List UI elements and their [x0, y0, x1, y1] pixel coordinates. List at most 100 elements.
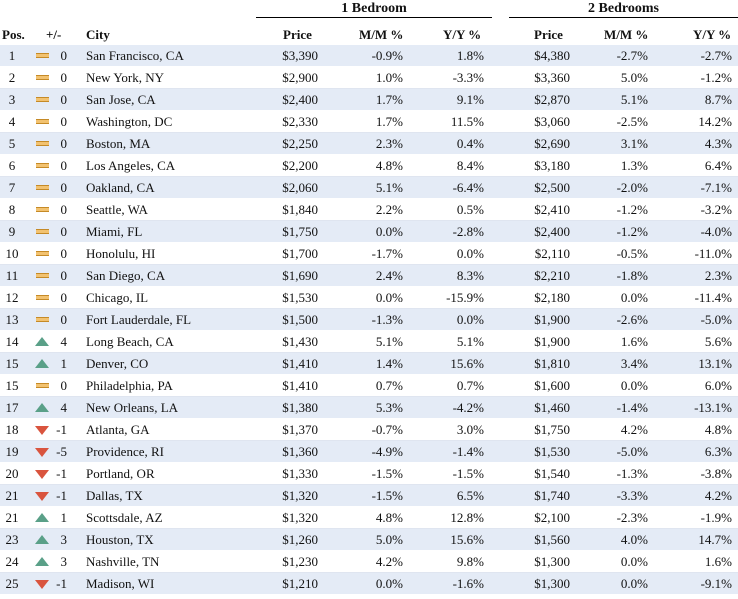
rank-cell: 7: [8, 180, 16, 195]
two-bed-mm-cell: -2.5%: [616, 114, 648, 129]
pos-column-header: Pos.: [2, 27, 25, 42]
one-bed-price-cell: $3,390: [282, 48, 318, 63]
rank-down-icon-shape: [35, 492, 49, 501]
rank-cell: 6: [8, 158, 16, 173]
rank-up-icon: [35, 529, 49, 551]
table-row: 17 4 New Orleans, LA $1,380 5.3% -4.2% $1,460 -…: [0, 397, 738, 419]
one-bed-price-cell: $1,530: [282, 290, 318, 305]
two-bed-yy-cell: 6.0%: [704, 378, 732, 393]
one-bed-yy-cell: 12.8%: [450, 510, 484, 525]
rank-cell: 2: [8, 70, 16, 85]
two-bed-yy-cell: 13.1%: [698, 356, 732, 371]
table-row: 5 0 Boston, MA $2,250 2.3% 0.4% $2,690 3.1% 4.3%: [0, 133, 738, 155]
rank-unchanged-icon: [35, 155, 49, 177]
two-bed-yy-cell: 1.6%: [704, 554, 732, 569]
one-bed-mm-cell: 2.3%: [375, 136, 403, 151]
two-bed-yy-cell: 8.7%: [704, 92, 732, 107]
rank-change-cell: 0: [60, 158, 68, 173]
rank-down-icon: [35, 419, 49, 441]
one-bed-mm-cell: 1.7%: [375, 114, 403, 129]
one-bed-yy-cell: 15.6%: [450, 356, 484, 371]
rank-down-icon-shape: [35, 580, 49, 589]
rank-unchanged-icon-shape: [36, 383, 49, 388]
city-cell: Nashville, TN: [86, 554, 160, 569]
rank-cell: 12: [5, 290, 19, 305]
one-bed-mm-cell: 4.2%: [375, 554, 403, 569]
rank-up-icon: [35, 353, 49, 375]
two-bed-mm-cell: 1.6%: [620, 334, 648, 349]
rank-change-cell: 0: [60, 246, 68, 261]
rank-cell: 1: [8, 48, 16, 63]
rank-change-cell: 4: [60, 400, 68, 415]
rank-cell: 20: [5, 466, 19, 481]
rank-unchanged-icon-shape: [36, 185, 49, 190]
rank-change-cell: 0: [60, 202, 68, 217]
rank-change-cell: 4: [60, 334, 68, 349]
price1-column-header: Price: [283, 27, 312, 42]
one-bed-mm-cell: -1.3%: [371, 312, 403, 327]
table-row: 3 0 San Jose, CA $2,400 1.7% 9.1% $2,870 5.1% 8.…: [0, 89, 738, 111]
one-bed-price-cell: $2,330: [282, 114, 318, 129]
rank-unchanged-icon-shape: [36, 97, 49, 102]
rank-cell: 21: [5, 488, 19, 503]
one-bed-yy-cell: 0.0%: [456, 246, 484, 261]
two-bed-yy-cell: -5.0%: [700, 312, 732, 327]
one-bed-mm-cell: 5.1%: [375, 180, 403, 195]
two-bed-mm-cell: -1.8%: [616, 268, 648, 283]
change-column-header: +/-: [46, 27, 62, 42]
rank-unchanged-icon-shape: [36, 251, 49, 256]
city-cell: Madison, WI: [86, 576, 155, 591]
rank-unchanged-icon: [35, 111, 49, 133]
table-row: 6 0 Los Angeles, CA $2,200 4.8% 8.4% $3,180 1.3…: [0, 155, 738, 177]
rank-up-icon-shape: [35, 513, 49, 522]
two-bed-price-cell: $1,300: [534, 554, 570, 569]
two-bed-yy-cell: 6.4%: [704, 158, 732, 173]
two-bed-price-cell: $1,560: [534, 532, 570, 547]
one-bed-mm-cell: 1.0%: [375, 70, 403, 85]
rank-unchanged-icon: [35, 309, 49, 331]
two-bed-yy-cell: -11.0%: [694, 246, 732, 261]
rank-up-icon: [35, 551, 49, 573]
rank-unchanged-icon-shape: [36, 273, 49, 278]
rank-unchanged-icon: [35, 45, 49, 67]
rank-down-icon-shape: [35, 448, 49, 457]
two-bed-mm-cell: -1.2%: [616, 224, 648, 239]
two-bed-mm-cell: -1.3%: [616, 466, 648, 481]
one-bed-mm-cell: -0.7%: [371, 422, 403, 437]
one-bed-yy-cell: 8.4%: [456, 158, 484, 173]
rank-unchanged-icon: [35, 221, 49, 243]
two-bed-mm-cell: -2.6%: [616, 312, 648, 327]
city-cell: Scottsdale, AZ: [86, 510, 163, 525]
one-bed-yy-cell: 9.1%: [456, 92, 484, 107]
rank-up-icon-shape: [35, 359, 49, 368]
two-bed-price-cell: $2,100: [534, 510, 570, 525]
two-bed-mm-cell: -3.3%: [616, 488, 648, 503]
two-bed-mm-cell: 5.1%: [620, 92, 648, 107]
two-bed-mm-cell: 1.3%: [620, 158, 648, 173]
two-bed-price-cell: $2,110: [534, 246, 570, 261]
two-bed-price-cell: $1,600: [534, 378, 570, 393]
two-bed-mm-cell: 4.2%: [620, 422, 648, 437]
two-bed-price-cell: $1,900: [534, 334, 570, 349]
one-bed-price-cell: $1,330: [282, 466, 318, 481]
two-bed-mm-cell: 3.4%: [620, 356, 648, 371]
two-bed-price-cell: $1,540: [534, 466, 570, 481]
one-bed-yy-cell: 1.8%: [456, 48, 484, 63]
two-bed-mm-cell: 4.0%: [620, 532, 648, 547]
one-bed-mm-cell: 1.4%: [375, 356, 403, 371]
one-bed-yy-cell: 3.0%: [456, 422, 484, 437]
one-bed-mm-cell: 0.7%: [375, 378, 403, 393]
rank-cell: 18: [5, 422, 19, 437]
one-bed-price-cell: $1,210: [282, 576, 318, 591]
rank-change-cell: -1: [56, 422, 67, 437]
two-bed-price-cell: $3,180: [534, 158, 570, 173]
two-bed-yy-cell: -7.1%: [700, 180, 732, 195]
rank-change-cell: 3: [60, 554, 68, 569]
yy2-column-header: Y/Y %: [693, 27, 732, 42]
city-cell: Long Beach, CA: [86, 334, 174, 349]
table-row: 18 -1 Atlanta, GA $1,370 -0.7% 3.0% $1,750 4.2%…: [0, 419, 738, 441]
rank-unchanged-icon-shape: [36, 317, 49, 322]
city-cell: San Jose, CA: [86, 92, 156, 107]
rank-cell: 8: [8, 202, 16, 217]
rank-unchanged-icon: [35, 67, 49, 89]
